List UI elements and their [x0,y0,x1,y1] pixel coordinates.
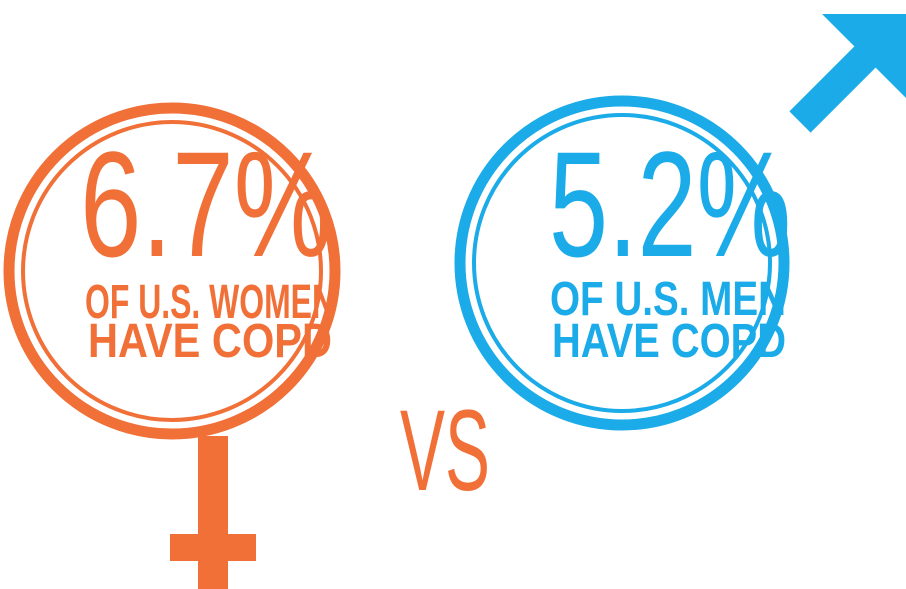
female-crossbar [170,534,256,561]
male-arrow-shaft [789,39,883,133]
male-symbol [454,95,790,431]
men-line2: HAVE COPD [552,315,786,368]
female-symbol [3,102,341,440]
women-line1: OF U.S. WOMEN [85,276,335,329]
male-arrow-head [822,14,906,98]
men-figure: 5.2% [549,120,791,288]
men-line1: OF U.S. MEN [550,273,786,326]
inner-ring [472,113,772,413]
women-figure: 6.7% [80,120,332,288]
inner-ring [21,120,323,422]
outer-ring [3,102,341,440]
outer-ring [454,95,790,431]
women-line2: HAVE COPD [88,315,332,368]
female-stem [198,436,228,589]
versus: VS [400,387,490,515]
